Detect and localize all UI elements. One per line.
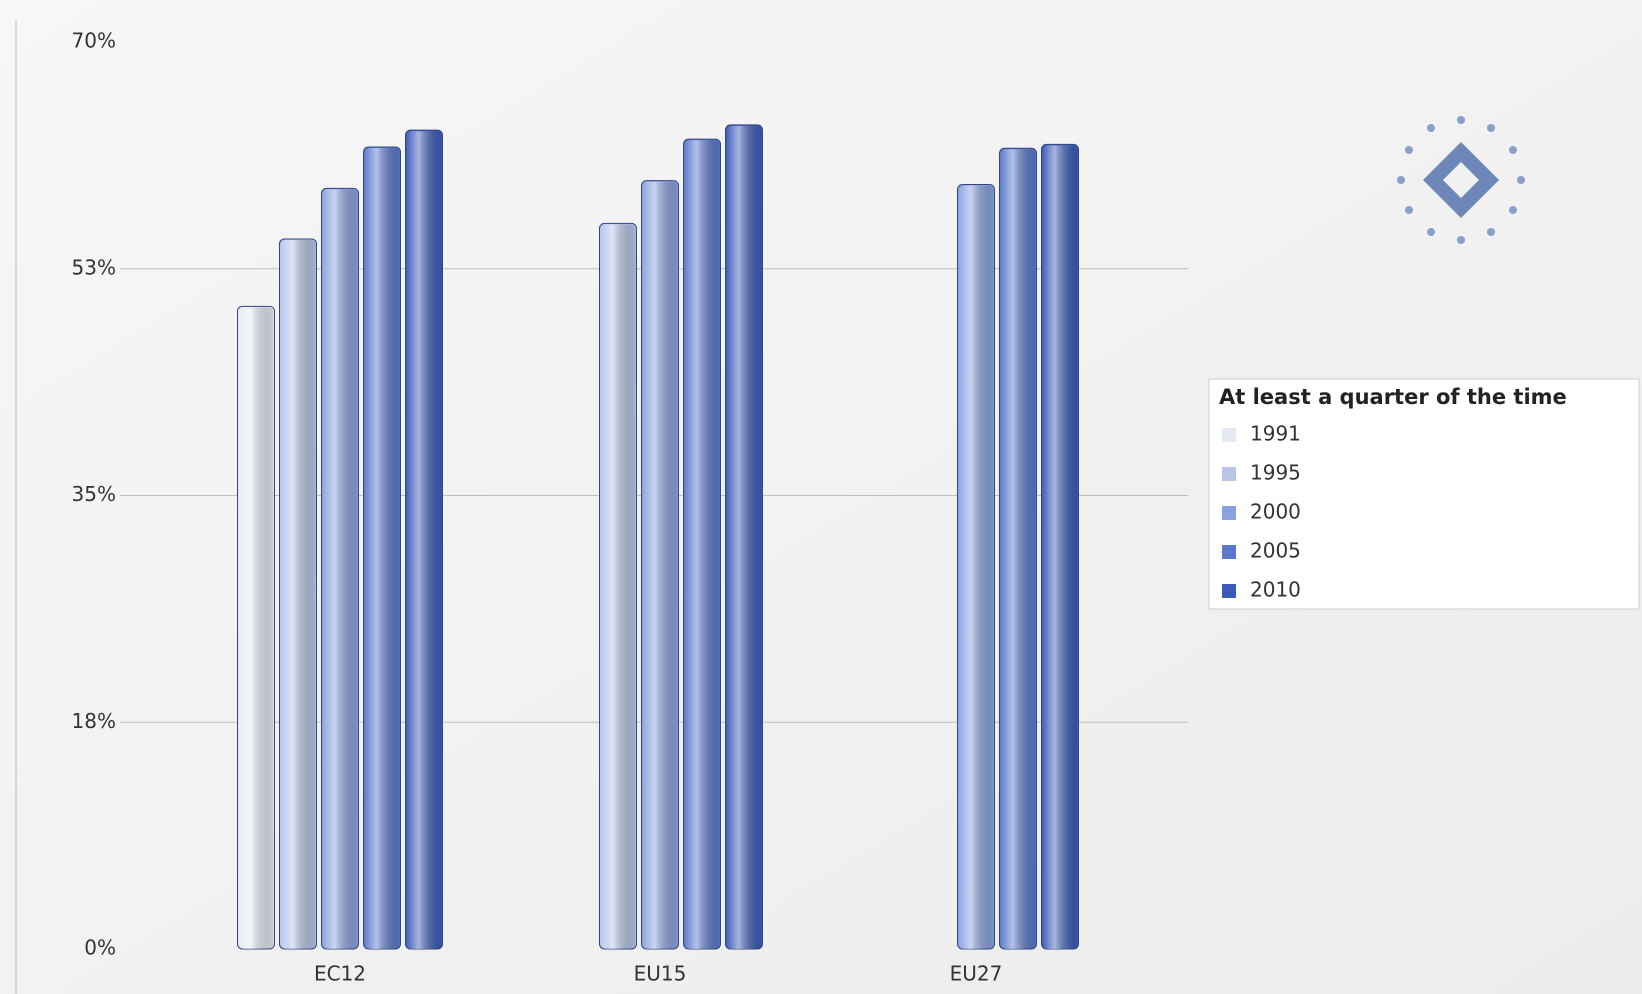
bar-shine (958, 185, 994, 949)
x-tick-label: EU27 (950, 962, 1003, 986)
legend-label: 1991 (1250, 422, 1301, 446)
bar-shine (1042, 145, 1078, 949)
bar-shine (280, 239, 316, 949)
bar-shine (1000, 149, 1036, 950)
x-tick-label: EC12 (314, 962, 366, 986)
bar-shine (238, 307, 274, 950)
legend-swatch (1222, 467, 1236, 481)
bar-shine (406, 131, 442, 949)
y-tick-label: 35% (72, 482, 116, 506)
x-tick-label: EU15 (634, 962, 687, 986)
legend-swatch (1222, 428, 1236, 442)
legend-box (1208, 378, 1640, 610)
legend-title: At least a quarter of the time (1219, 385, 1567, 409)
legend-label: 2010 (1250, 578, 1301, 602)
legend-label: 2000 (1250, 500, 1301, 524)
legend-label: 2005 (1250, 539, 1301, 563)
bar-shine (684, 140, 720, 949)
y-tick-label: 53% (72, 255, 116, 279)
legend-label: 1995 (1250, 461, 1301, 485)
bar-shine (364, 147, 400, 949)
y-tick-label: 0% (84, 936, 116, 960)
legend-swatch (1222, 506, 1236, 520)
legend-swatch (1222, 545, 1236, 559)
bar-shine (726, 125, 762, 949)
bar-shine (322, 189, 358, 949)
legend-swatch (1222, 584, 1236, 598)
bar-shine (600, 224, 636, 949)
y-tick-label: 70% (72, 29, 116, 53)
y-tick-label: 18% (72, 709, 116, 733)
logo (1397, 116, 1525, 244)
bar-shine (642, 181, 678, 950)
